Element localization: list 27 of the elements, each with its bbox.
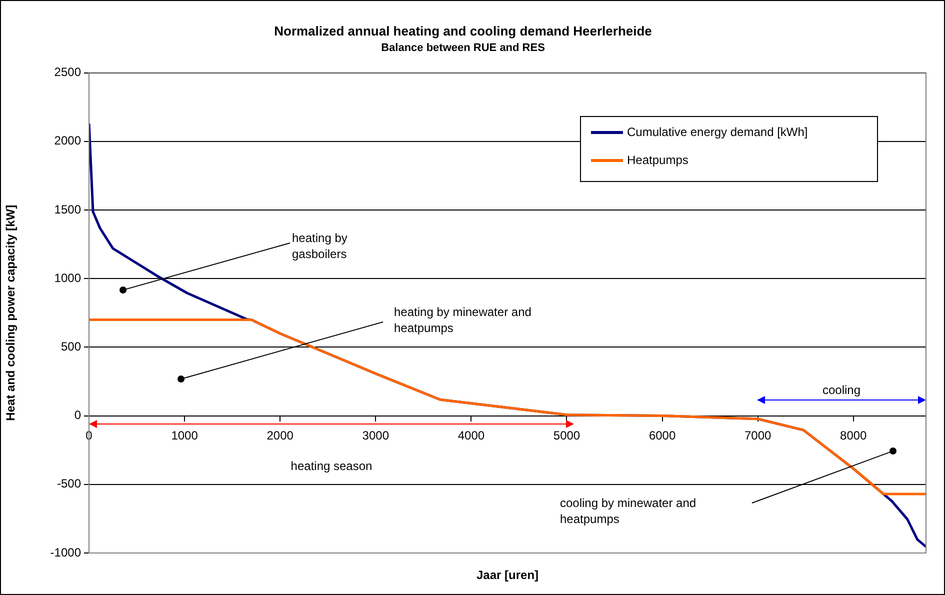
y-axis-title: Heat and cooling power capacity [kW] bbox=[4, 204, 18, 421]
x-tick-label: 8000 bbox=[840, 428, 868, 442]
annotation: cooling by minewater and heatpumps bbox=[560, 495, 698, 527]
annotation: heating by minewater and heatpumps bbox=[394, 304, 532, 336]
y-tick-label: 1500 bbox=[54, 202, 82, 216]
y-tick-label: 2000 bbox=[54, 134, 82, 148]
annotation: heating season bbox=[290, 458, 374, 474]
chart-title: Normalized annual heating and cooling demand Heerlerheide bbox=[274, 23, 652, 38]
x-tick-label: 1000 bbox=[171, 428, 198, 442]
chart-subtitle: Balance between RUE and RES bbox=[381, 42, 545, 54]
x-tick-label: 4000 bbox=[458, 428, 485, 442]
y-tick-label: 2500 bbox=[54, 65, 82, 80]
legend-label: Cumulative energy demand [kWh] bbox=[627, 125, 808, 139]
y-tick-label: 1000 bbox=[54, 270, 82, 285]
y-tick-label: -1000 bbox=[50, 545, 82, 560]
x-tick-label: 7000 bbox=[744, 428, 772, 442]
x-axis-title: Jaar [uren] bbox=[476, 568, 539, 582]
annotation: cooling bbox=[821, 382, 862, 398]
legend-label: Heatpumps bbox=[627, 153, 688, 167]
y-tick-label: 0 bbox=[74, 408, 82, 422]
x-tick-label: 5000 bbox=[553, 428, 580, 442]
y-tick-label: 500 bbox=[60, 340, 82, 354]
annotation: heating by gasboilers bbox=[292, 230, 348, 262]
x-tick-label: 3000 bbox=[362, 428, 390, 442]
x-tick-label: 6000 bbox=[648, 428, 676, 442]
y-tick-label: -500 bbox=[56, 476, 82, 491]
x-tick-label: 2000 bbox=[266, 428, 294, 442]
